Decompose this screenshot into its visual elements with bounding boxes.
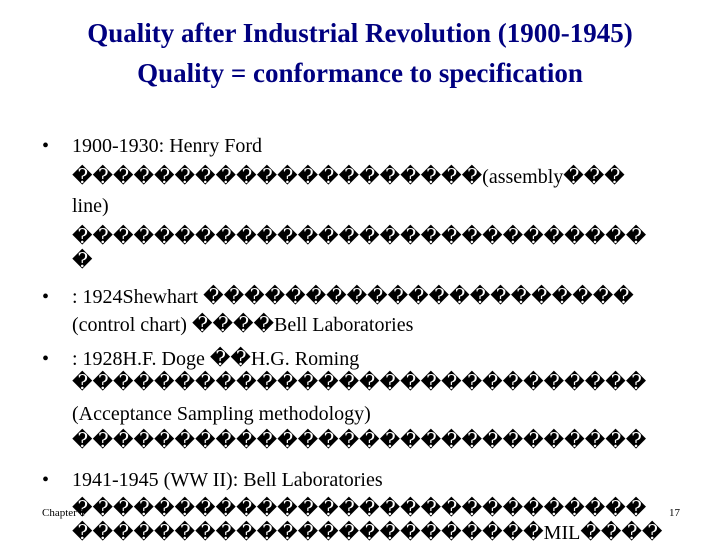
bullet-3-line-3: (Acceptance Sampling methodology) xyxy=(72,403,371,425)
bullet-1-line-3: line) xyxy=(72,195,109,217)
bullet-1-line-2: ��������������������(assembly��� xyxy=(72,166,625,188)
footer-page-number: 17 xyxy=(669,507,680,519)
bullet-4-line-3: �����������������������MIL���� xyxy=(72,522,663,544)
bullet-3-line-4: ���������������������������� xyxy=(72,430,647,452)
bullet-2-line-2: (control chart) ����Bell Laboratories xyxy=(72,314,414,336)
slide-title-line-1: Quality after Industrial Revolution (190… xyxy=(87,18,633,48)
bullet-3-line-2: ���������������������������� xyxy=(72,372,647,394)
bullet-3-line-1: : 1928H.F. Doge ��H.G. Roming xyxy=(72,348,360,370)
bullet-4-line-2: ���������������������������� xyxy=(72,498,647,520)
footer-chapter: Chapter 1 xyxy=(42,507,86,519)
slide-title-line-2: Quality = conformance to specification xyxy=(137,58,583,88)
bullet-4-marker: • xyxy=(42,469,50,491)
bullet-1-line-5: � xyxy=(72,250,93,272)
bullet-1-line-1: 1900-1930: Henry Ford xyxy=(72,135,262,157)
bullet-4-line-1: 1941-1945 (WW II): Bell Laboratories xyxy=(72,469,383,491)
bullet-1-line-4: ���������������������������� xyxy=(72,226,647,248)
bullet-2-marker: • xyxy=(42,286,50,308)
bullet-1-marker: • xyxy=(42,135,50,157)
bullet-3-marker: • xyxy=(42,348,50,370)
bullet-2-line-1: : 1924Shewhart ��������������������� xyxy=(72,286,634,308)
